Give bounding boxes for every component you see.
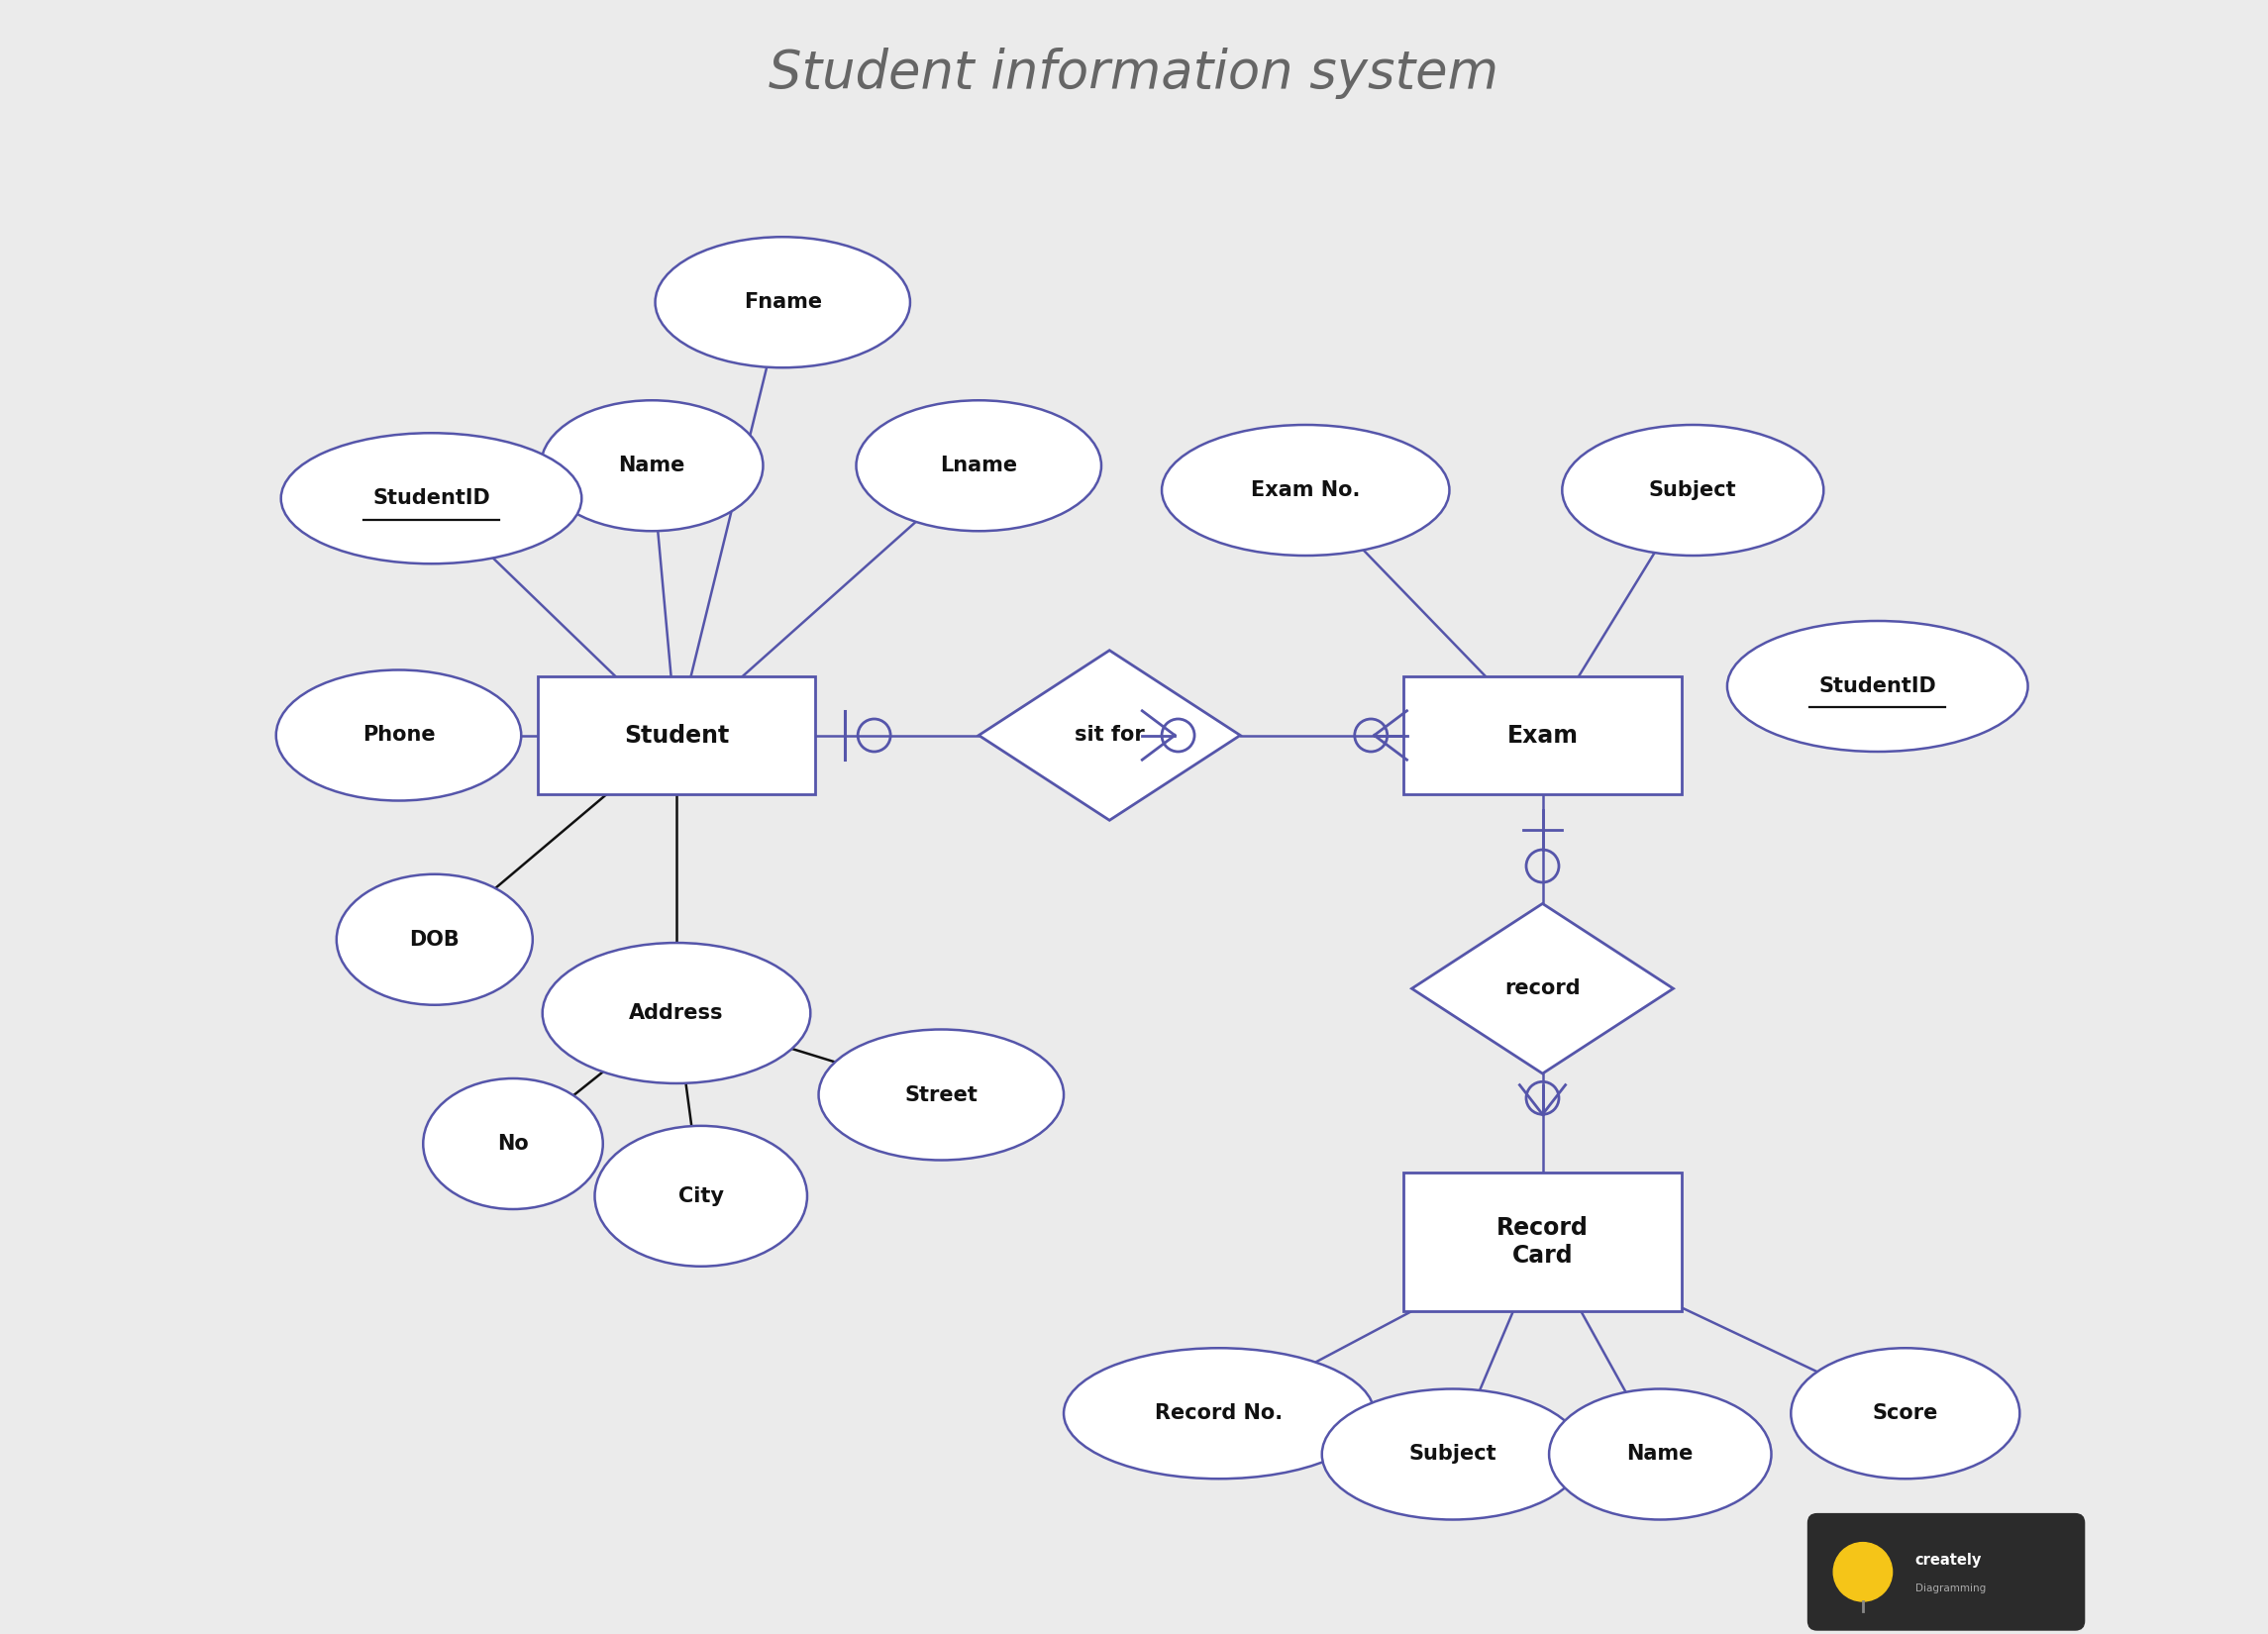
Ellipse shape — [594, 1126, 807, 1266]
Ellipse shape — [424, 1078, 603, 1209]
Ellipse shape — [1322, 1389, 1583, 1520]
FancyBboxPatch shape — [538, 676, 814, 794]
Text: record: record — [1504, 979, 1581, 998]
Text: Subject: Subject — [1408, 1444, 1497, 1464]
Text: Street: Street — [905, 1085, 978, 1105]
Text: Diagramming: Diagramming — [1914, 1583, 1987, 1593]
Polygon shape — [1411, 904, 1674, 1074]
Text: Phone: Phone — [363, 725, 435, 745]
Text: No: No — [497, 1134, 528, 1154]
Ellipse shape — [819, 1029, 1064, 1160]
Text: Name: Name — [1626, 1444, 1694, 1464]
Text: Record
Card: Record Card — [1497, 1216, 1588, 1268]
Text: Score: Score — [1873, 1404, 1939, 1423]
Text: StudentID: StudentID — [1819, 676, 1937, 696]
Text: Address: Address — [628, 1003, 723, 1023]
Text: Fname: Fname — [744, 292, 821, 312]
Text: Name: Name — [619, 456, 685, 475]
Text: StudentID: StudentID — [372, 489, 490, 508]
Ellipse shape — [277, 670, 522, 801]
FancyBboxPatch shape — [1404, 676, 1681, 794]
Ellipse shape — [281, 433, 581, 564]
FancyBboxPatch shape — [1404, 1173, 1681, 1310]
Text: Student information system: Student information system — [769, 47, 1499, 100]
Text: City: City — [678, 1186, 723, 1206]
Text: Lname: Lname — [939, 456, 1018, 475]
Ellipse shape — [857, 400, 1102, 531]
FancyBboxPatch shape — [1808, 1513, 2084, 1631]
Text: Exam: Exam — [1506, 724, 1579, 747]
Ellipse shape — [542, 943, 810, 1083]
Ellipse shape — [1728, 621, 2028, 752]
Ellipse shape — [540, 400, 762, 531]
Ellipse shape — [655, 237, 909, 368]
Ellipse shape — [1563, 425, 1823, 556]
Circle shape — [1833, 1542, 1892, 1601]
Text: Student: Student — [624, 724, 728, 747]
Text: sit for: sit for — [1075, 725, 1145, 745]
Ellipse shape — [1549, 1389, 1771, 1520]
Text: Record No.: Record No. — [1154, 1404, 1284, 1423]
Text: Exam No.: Exam No. — [1252, 480, 1361, 500]
Text: Subject: Subject — [1649, 480, 1737, 500]
Ellipse shape — [1792, 1348, 2021, 1479]
Polygon shape — [980, 650, 1241, 820]
Text: DOB: DOB — [411, 930, 460, 949]
Text: creately: creately — [1914, 1552, 1982, 1569]
Ellipse shape — [1064, 1348, 1374, 1479]
Ellipse shape — [336, 874, 533, 1005]
Ellipse shape — [1161, 425, 1449, 556]
